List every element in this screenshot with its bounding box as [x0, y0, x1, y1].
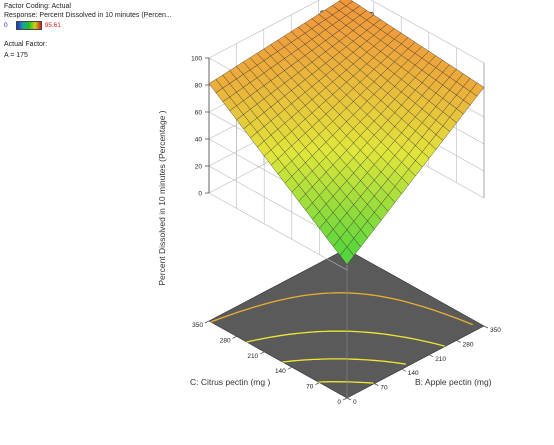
x-tick-mark: [429, 354, 434, 358]
legend-high-value: 95.61: [44, 22, 61, 29]
z-tick-label: 60: [195, 110, 203, 117]
floor-plane: [208, 248, 485, 399]
y-tick-mark: [287, 366, 292, 370]
y-tick-label: 280: [220, 337, 231, 344]
y-tick-mark: [260, 351, 265, 355]
y-tick-label: 210: [247, 353, 258, 360]
y-tick-label: 0: [337, 399, 341, 406]
floor-contour-line: [210, 292, 473, 326]
x-tick-label: 350: [490, 327, 501, 334]
legend-color-bar: [15, 21, 42, 30]
x-tick-mark: [346, 397, 352, 401]
y-axis-label: C: Citrus pectin (mg ): [190, 377, 270, 387]
z-tick-label: 100: [191, 56, 202, 63]
surface-patch: [339, 246, 355, 265]
floor-contour-line: [318, 381, 374, 384]
y-tick-label: 350: [192, 322, 203, 329]
x-tick-label: 0: [353, 399, 357, 406]
y-tick-mark: [342, 397, 348, 401]
response-surface: [208, 0, 485, 265]
y-tick-label: 70: [306, 384, 314, 391]
y-tick-mark: [315, 382, 320, 385]
x-tick-label: 210: [435, 356, 446, 363]
x-axis-label: B: Apple pectin (mg): [415, 377, 492, 387]
response-label: Response: Percent Dissolved in 10 minute…: [4, 12, 172, 19]
x-tick-mark: [456, 340, 461, 343]
z-tick-label: 40: [195, 137, 203, 144]
y-tick-mark: [232, 336, 237, 339]
z-tick-label: 20: [195, 164, 203, 171]
x-tick-mark: [483, 325, 489, 329]
floor-contour-line: [282, 358, 407, 365]
factor-coding-label: Factor Coding: Actual: [4, 3, 71, 10]
x-tick-label: 140: [408, 370, 419, 377]
actual-factor-label: Actual Factor:: [4, 41, 48, 48]
y-tick-mark: [204, 320, 210, 324]
color-legend: 0 95.61: [4, 21, 61, 30]
z-tick-label: 0: [198, 191, 202, 198]
floor-contour-line: [246, 330, 445, 347]
z-tick-label: 80: [195, 83, 203, 90]
actual-factor-value: A = 175: [4, 52, 28, 59]
x-tick-label: 280: [463, 341, 474, 348]
x-tick-mark: [401, 368, 406, 372]
x-tick-label: 70: [380, 385, 388, 392]
wall-gridline: [370, 0, 485, 64]
x-tick-mark: [374, 383, 379, 386]
legend-low-value: 0: [4, 22, 8, 29]
y-tick-label: 140: [275, 368, 286, 375]
z-axis-label: Percent Dissolved in 10 minutes (Percent…: [157, 110, 167, 285]
